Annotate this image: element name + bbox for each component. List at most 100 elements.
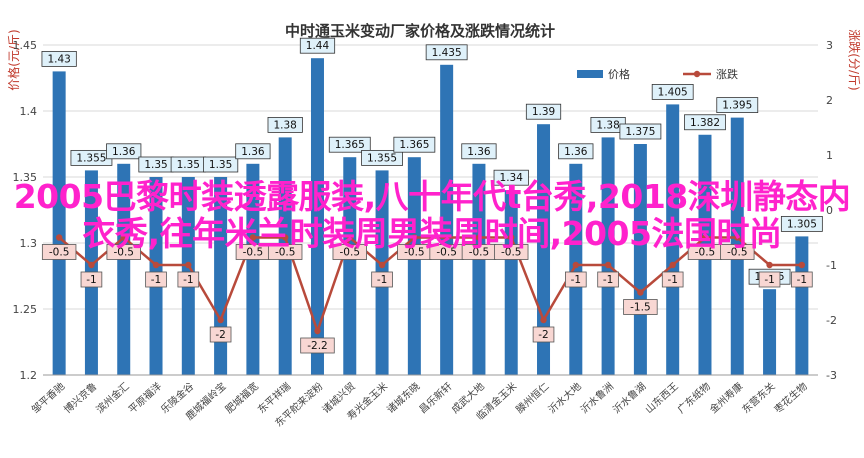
line-data-label: -0.5	[340, 247, 361, 259]
bar	[214, 177, 228, 375]
bar	[666, 104, 680, 376]
bar-data-label: 1.43	[47, 53, 70, 65]
bar-data-label: 1.305	[787, 218, 817, 230]
bar-data-label: 1.375	[625, 126, 655, 138]
line-point	[185, 261, 192, 269]
y-left-tick-label: 1.35	[13, 171, 38, 184]
x-tick-label: 肥城福宽	[222, 380, 260, 416]
line-data-label: -1	[183, 274, 193, 286]
bar-label-box	[684, 114, 726, 131]
bar-data-label: 1.355	[76, 152, 106, 164]
y-right-tick-label: -2	[826, 314, 837, 327]
line-label-box	[532, 326, 555, 343]
bar-label-box	[106, 143, 142, 160]
x-tick-label: 山东西王	[642, 380, 680, 416]
line-point	[88, 261, 95, 269]
bar-label-box	[558, 143, 594, 160]
line-point	[572, 261, 580, 269]
bar-label-box	[425, 44, 468, 61]
bar-data-label: 1.35	[209, 159, 232, 171]
x-tick-label: 滨州金汇	[93, 380, 131, 416]
line-data-label: -0.5	[243, 247, 264, 259]
bar-data-label: 1.35	[144, 159, 167, 171]
y-axis-left-label: 价格(元/斤)	[6, 29, 21, 90]
bar	[52, 71, 66, 376]
line-data-label: -2	[538, 329, 548, 341]
bar	[601, 137, 615, 375]
bar-label-box	[493, 169, 529, 186]
x-tick-label: 平原福洋	[126, 380, 164, 416]
line-data-label: -1	[603, 274, 613, 286]
line-data-label: -1	[667, 274, 677, 286]
x-tick-label: 金州寿康	[707, 380, 745, 416]
line-data-label: -0.5	[275, 247, 296, 259]
chart-title: 中时通玉米变动厂家价格及涨跌情况统计	[285, 22, 555, 40]
bar-data-label: 1.34	[500, 172, 524, 184]
line-data-label: -2.2	[307, 340, 328, 352]
line-label-box	[267, 244, 303, 260]
bar-data-label: 1.38	[273, 119, 296, 131]
line-label-box	[758, 271, 781, 288]
y-axis-right-label: 涨跌(分/斤)	[847, 29, 862, 90]
legend-line-label: 涨跌	[716, 67, 738, 81]
bar	[310, 58, 324, 375]
x-tick-label: 沂水大地	[545, 380, 583, 416]
line-data-label: -0.5	[436, 247, 457, 259]
bar	[440, 64, 454, 376]
x-tick-label: 昌乐新轩	[416, 380, 454, 416]
line-data-label: -0.5	[727, 247, 748, 259]
line-data-label: -1.5	[630, 302, 651, 314]
bar-label-box	[525, 103, 562, 120]
line-data-label: -0.5	[695, 247, 716, 259]
bar-label-box	[299, 37, 336, 54]
bar-label-box	[361, 149, 403, 166]
line-label-box	[720, 244, 755, 260]
legend-line-marker	[693, 70, 701, 78]
bar-data-label: 1.44	[306, 40, 330, 52]
bar-label-box	[267, 117, 303, 133]
line-point	[540, 316, 547, 324]
line-point	[281, 234, 289, 241]
bar-label-box	[780, 215, 823, 232]
line-point	[411, 234, 418, 241]
bar-data-label: 1.36	[564, 146, 588, 158]
bar-label-box	[651, 84, 694, 100]
line-point	[508, 234, 515, 241]
x-tick-label: 沂水鲁洲	[578, 380, 616, 416]
bar	[343, 157, 357, 375]
line-point	[766, 261, 773, 269]
x-tick-label: 枣花生物	[771, 380, 809, 416]
line-data-label: -1	[764, 274, 774, 286]
x-tick-label: 博兴京鲁	[61, 380, 99, 416]
line-point	[314, 327, 321, 335]
legend-bar-label: 价格	[608, 67, 630, 81]
line-label-box	[332, 244, 367, 260]
line-label-box	[209, 326, 232, 343]
line-point	[701, 234, 709, 241]
line-data-label: -0.5	[113, 247, 134, 259]
bar	[117, 163, 131, 375]
line-label-box	[145, 271, 167, 288]
line-point	[798, 261, 806, 269]
line-label-box	[300, 337, 335, 354]
y-left-tick-label: 1.3	[20, 237, 38, 250]
line-label-box	[106, 244, 141, 260]
line-label-box	[623, 299, 658, 315]
line-point	[637, 289, 644, 296]
legend: 价格 涨跌	[577, 67, 738, 81]
line-data-label: -0.5	[404, 247, 425, 259]
x-tick-label: 沂水鲁湖	[610, 380, 648, 416]
line-point	[120, 234, 127, 241]
line-label-box	[371, 271, 393, 288]
x-tick-label: 广东纸物	[675, 380, 713, 416]
line-data-label: -0.5	[469, 247, 490, 259]
axes: 1.2 1.25 1.3 1.35 1.4 1.45 -3 -2 -1 0 1 2 3 邹平香驰博兴京鲁滨…	[13, 39, 837, 429]
bar	[569, 163, 583, 375]
bar-label-box	[461, 143, 497, 160]
line-data-label: -2	[215, 329, 225, 341]
line-point	[378, 261, 386, 269]
y-right-tick-label: -1	[826, 259, 837, 272]
line-point	[55, 234, 63, 241]
bar-series: 1.43 1.355 1.36 1.35 1.35 1.35 1.36 1.38 1.44 1.3…	[41, 37, 823, 376]
line-point	[475, 234, 483, 241]
